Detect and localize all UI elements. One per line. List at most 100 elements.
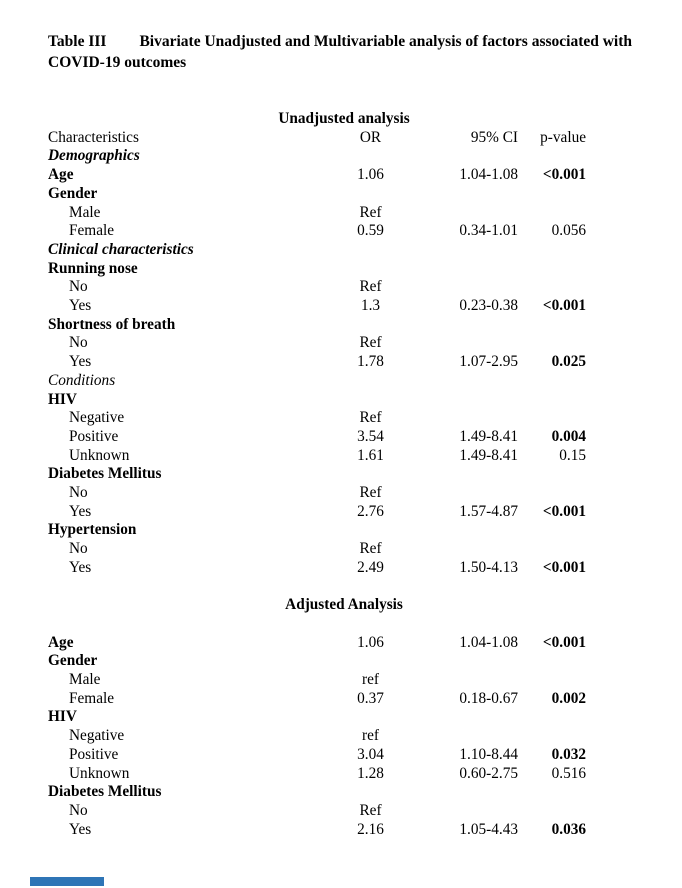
ci-value <box>423 147 518 166</box>
p-value: <0.001 <box>542 166 587 184</box>
table-row: Yes 2.49 1.50-4.13 <0.001 <box>48 559 586 578</box>
or-value: 1.78 <box>357 353 384 371</box>
characteristic-label: Diabetes Mellitus <box>48 465 162 483</box>
characteristic-label: No <box>69 484 88 502</box>
characteristic-label: Gender <box>48 652 98 670</box>
adjusted-header-section: Adjusted Analysis <box>48 578 586 634</box>
or-value: Ref <box>359 801 382 819</box>
or-value <box>318 241 423 260</box>
or-value: Ref <box>359 334 382 352</box>
characteristic-label: Diabetes Mellitus <box>48 783 162 801</box>
p-value <box>518 278 586 297</box>
column-header-row: Characteristics OR 95% CI p-value <box>48 129 586 148</box>
p-value: <0.001 <box>542 558 587 576</box>
table-row: Yes 2.16 1.05-4.43 0.036 <box>48 821 586 840</box>
or-value: Ref <box>359 278 382 296</box>
ci-value: 1.10-8.44 <box>459 745 518 763</box>
p-value <box>518 465 586 484</box>
ci-value: 1.04-1.08 <box>459 166 518 184</box>
ci-value <box>423 465 518 484</box>
or-value <box>318 372 423 391</box>
or-value: 0.59 <box>357 222 384 240</box>
or-value <box>318 185 423 204</box>
table-row: Demographics <box>48 147 586 166</box>
ci-value: 0.34-1.01 <box>459 222 518 240</box>
characteristic-label: Unknown <box>69 446 130 464</box>
ci-value: 1.57-4.87 <box>459 502 518 520</box>
ci-value <box>423 727 518 746</box>
ci-value <box>423 260 518 279</box>
p-value <box>518 185 586 204</box>
ci-value <box>423 334 518 353</box>
characteristic-label: No <box>69 540 88 558</box>
p-value: 0.056 <box>551 222 587 240</box>
characteristic-label: Unknown <box>69 764 130 782</box>
table-row: Male ref <box>48 671 586 690</box>
p-value <box>518 409 586 428</box>
or-value: 3.54 <box>357 427 384 445</box>
or-value: ref <box>362 727 379 745</box>
or-value: ref <box>362 671 379 689</box>
p-value <box>518 671 586 690</box>
p-value: <0.001 <box>542 633 587 651</box>
ci-value <box>423 783 518 802</box>
characteristic-label: Demographics <box>48 147 140 165</box>
table-row: No Ref <box>48 278 586 297</box>
ci-value <box>423 372 518 391</box>
or-value <box>318 708 423 727</box>
ci-value <box>423 802 518 821</box>
spacer-row <box>48 615 586 634</box>
table-row: No Ref <box>48 334 586 353</box>
characteristic-label: No <box>69 801 88 819</box>
ci-value: 0.18-0.67 <box>459 689 518 707</box>
p-value <box>518 204 586 223</box>
ci-value: 0.60-2.75 <box>459 764 518 782</box>
table-row: Gender <box>48 185 586 204</box>
or-value: 1.06 <box>357 633 384 651</box>
bottom-blue-bar <box>30 877 104 886</box>
ci-value <box>423 204 518 223</box>
characteristic-label: Yes <box>69 353 92 371</box>
table-row: Yes 2.76 1.57-4.87 <0.001 <box>48 503 586 522</box>
characteristic-label: Yes <box>69 820 92 838</box>
ci-value <box>423 708 518 727</box>
unadjusted-rows-section: Demographics Age 1.06 1.04-1.08 <0.001 Gender… <box>48 147 586 577</box>
table-title-line2: COVID-19 outcomes <box>48 53 187 71</box>
table-row: Diabetes Mellitus <box>48 465 586 484</box>
p-value: 0.15 <box>559 446 587 464</box>
p-value <box>518 521 586 540</box>
ci-value: 1.07-2.95 <box>459 353 518 371</box>
or-value: 3.04 <box>357 745 384 763</box>
table-row: Shortness of breath <box>48 316 586 335</box>
or-value <box>318 147 423 166</box>
ci-value: 1.49-8.41 <box>459 446 518 464</box>
characteristic-label: Positive <box>69 745 119 763</box>
characteristic-label: Female <box>69 689 115 707</box>
or-value <box>318 316 423 335</box>
characteristic-label: Female <box>69 222 115 240</box>
characteristic-label: Male <box>69 671 101 689</box>
unadjusted-section-title: Unadjusted analysis <box>278 110 410 127</box>
p-value: 0.516 <box>551 764 587 782</box>
ci-value: 1.04-1.08 <box>459 633 518 651</box>
characteristic-label: Negative <box>69 409 125 427</box>
ci-value <box>423 278 518 297</box>
table-row: Age 1.06 1.04-1.08 <0.001 <box>48 166 586 185</box>
or-value: 2.49 <box>357 558 384 576</box>
table-row: Negative Ref <box>48 409 586 428</box>
or-value <box>318 260 423 279</box>
p-value <box>518 391 586 410</box>
ci-value <box>423 185 518 204</box>
ci-value <box>423 316 518 335</box>
p-value <box>518 652 586 671</box>
ci-value <box>423 652 518 671</box>
ci-value <box>423 521 518 540</box>
col-header-or: OR <box>359 128 382 146</box>
p-value <box>518 147 586 166</box>
or-value <box>318 465 423 484</box>
characteristic-label: Age <box>48 166 74 184</box>
table-row: Male Ref <box>48 204 586 223</box>
or-value: Ref <box>359 540 382 558</box>
ci-value <box>423 484 518 503</box>
table-row: Clinical characteristics <box>48 241 586 260</box>
